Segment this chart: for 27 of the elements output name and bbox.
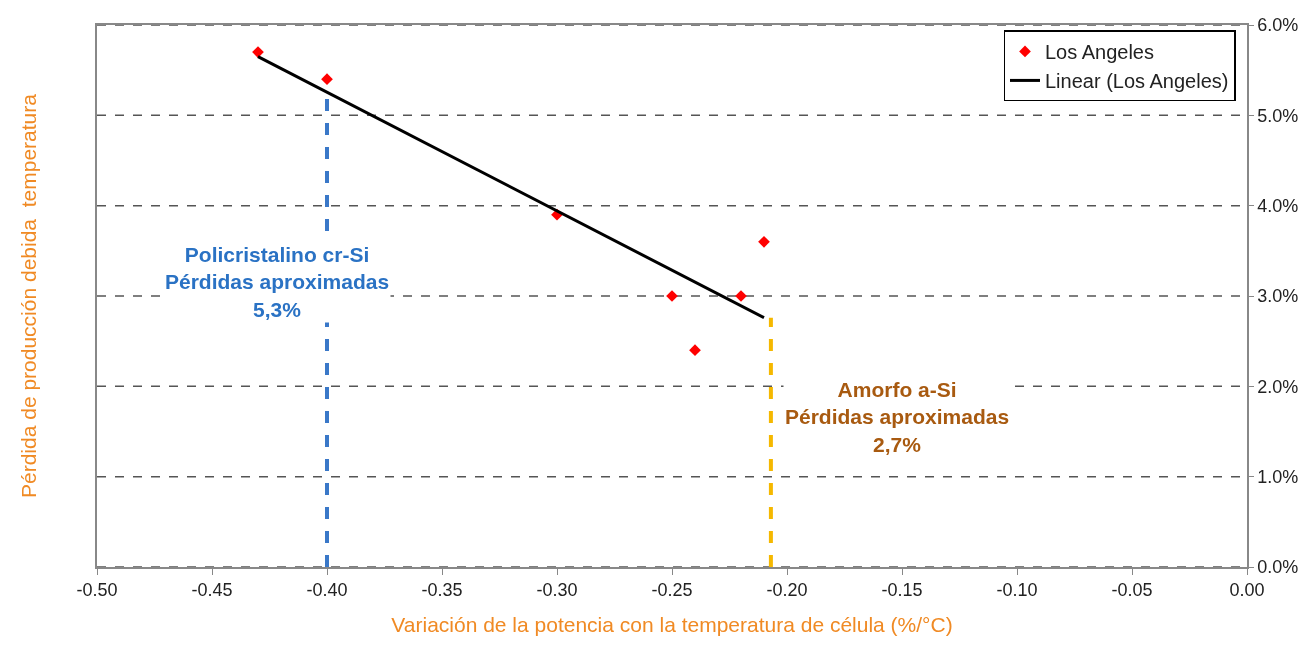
- ref-line-label: Policristalino cr-Si Pérdidas aproximadas 5,3%: [165, 243, 390, 321]
- point: [689, 344, 701, 357]
- x-tick-label: -0.30: [536, 580, 578, 601]
- x-tick-label: -0.20: [766, 580, 808, 601]
- y-tick-label: 6.0%: [1257, 15, 1299, 36]
- x-axis-title: Variación de la potencia con la temperatura de célula (%/°C): [391, 613, 953, 637]
- point: [321, 73, 333, 86]
- x-tick-label: -0.10: [996, 580, 1038, 601]
- y-tick-label: 5.0%: [1257, 105, 1299, 126]
- y-tick-label: 2.0%: [1257, 376, 1299, 397]
- x-tick-label: -0.40: [306, 580, 348, 601]
- legend-label: Linear (Los Angeles): [1045, 70, 1229, 93]
- legend-label: Los Angeles: [1045, 41, 1154, 64]
- y-tick-label: 3.0%: [1257, 286, 1299, 307]
- y-tick-label: 0.0%: [1257, 557, 1299, 578]
- x-tick-label: -0.35: [421, 580, 463, 601]
- y-tick-label: 4.0%: [1257, 195, 1299, 216]
- ref-line-label: Amorfo a-Si Pérdidas aproximadas 2,7%: [785, 378, 1010, 456]
- x-tick-label: -0.45: [191, 580, 233, 601]
- x-tick-label: -0.25: [651, 580, 693, 601]
- x-tick-label: -0.50: [76, 580, 118, 601]
- point: [758, 235, 770, 248]
- x-tick-label: -0.15: [881, 580, 923, 601]
- x-tick-label: -0.05: [1111, 580, 1153, 601]
- y-axis-title: Pérdida de producción debida temperatura: [17, 93, 40, 498]
- y-tick-label: 1.0%: [1257, 466, 1299, 487]
- x-tick-label: 0.00: [1229, 580, 1265, 601]
